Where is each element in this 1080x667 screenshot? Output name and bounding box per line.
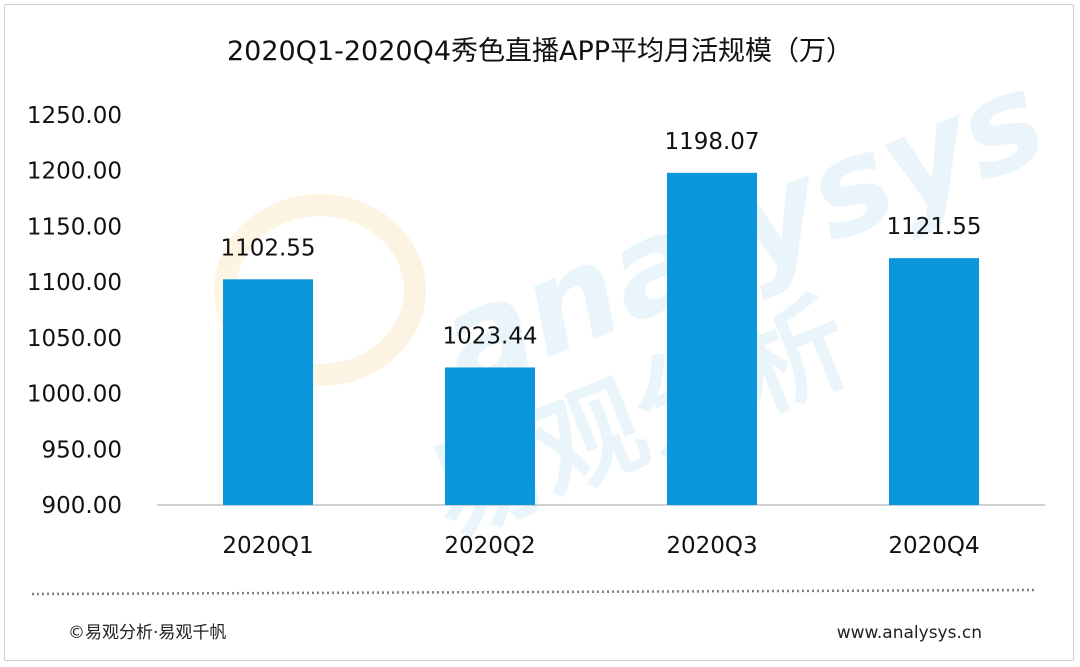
y-tick-label: 1100.00 xyxy=(27,270,122,296)
y-tick-label: 1250.00 xyxy=(27,103,122,129)
data-label-2020Q4: 1121.55 xyxy=(886,214,981,240)
y-tick-label: 1000.00 xyxy=(27,382,122,408)
chart-title: 2020Q1-2020Q4秀色直播APP平均月活规模（万） xyxy=(227,36,853,67)
data-label-2020Q2: 1023.44 xyxy=(442,323,537,349)
bars: 1102.55 1023.44 1198.07 1121.55 xyxy=(220,129,982,505)
bar-2020Q4 xyxy=(889,258,979,505)
y-tick-label: 950.00 xyxy=(42,437,122,463)
x-tick-label-2020Q1: 2020Q1 xyxy=(222,533,313,559)
data-label-2020Q3: 1198.07 xyxy=(664,129,759,155)
bar-2020Q3 xyxy=(667,172,757,505)
footer-divider xyxy=(31,588,1036,596)
x-axis: 2020Q1 2020Q2 2020Q3 2020Q4 xyxy=(222,533,979,559)
x-tick-label-2020Q3: 2020Q3 xyxy=(666,533,757,559)
footer-copyright: ©易观分析·易观千帆 xyxy=(68,623,226,643)
bar-2020Q1 xyxy=(223,279,313,505)
y-tick-label: 1150.00 xyxy=(27,214,122,240)
y-tick-label: 900.00 xyxy=(42,493,122,519)
y-tick-label: 1050.00 xyxy=(27,326,122,352)
bar-2020Q2 xyxy=(445,367,535,505)
data-label-2020Q1: 1102.55 xyxy=(220,235,315,261)
y-tick-label: 1200.00 xyxy=(27,159,122,185)
x-tick-label-2020Q4: 2020Q4 xyxy=(888,533,979,559)
footer-website-link[interactable]: www.analysys.cn xyxy=(837,623,982,643)
y-axis: 900.00 950.00 1000.00 1050.00 1100.00 1150.00… xyxy=(27,103,122,519)
x-tick-label-2020Q2: 2020Q2 xyxy=(444,533,535,559)
